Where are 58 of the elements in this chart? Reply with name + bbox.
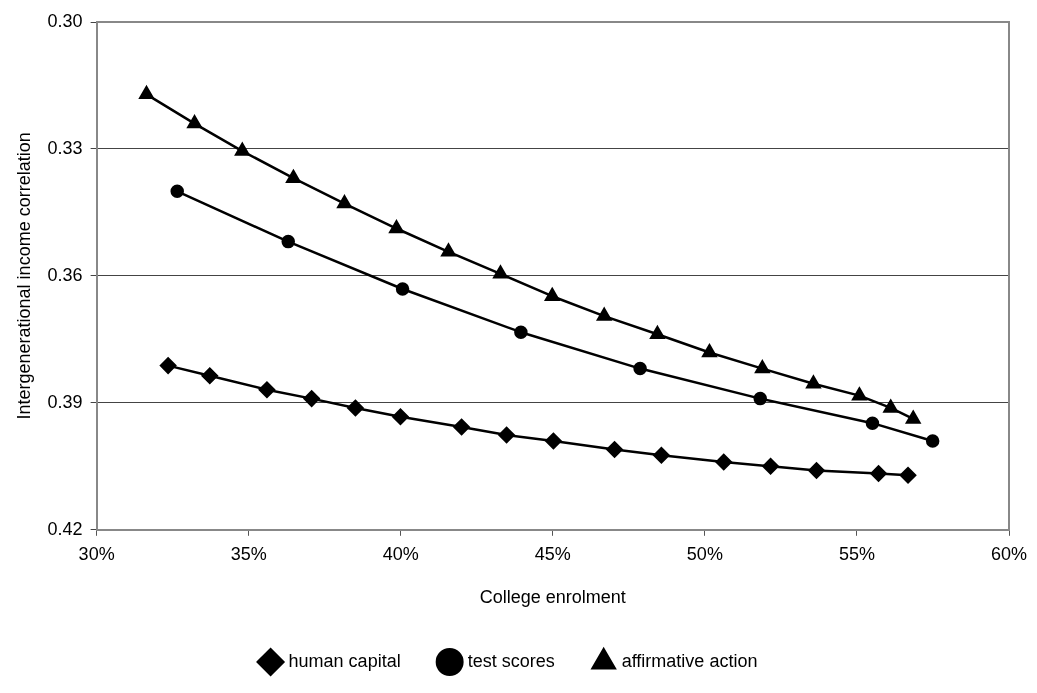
legend-label: human capital (288, 650, 401, 671)
point (347, 399, 364, 417)
point (303, 390, 320, 407)
point (762, 458, 779, 475)
point (395, 282, 410, 296)
point (899, 466, 917, 484)
x-tick-label: 35% (230, 543, 267, 564)
point (702, 344, 717, 358)
point (753, 391, 767, 406)
point (286, 169, 301, 183)
y-axis-title: Intergenerational income correlation (13, 132, 34, 420)
point (187, 115, 202, 129)
point (201, 367, 219, 385)
y-tick-label: 0.42 (47, 518, 83, 539)
y-tick-label: 0.30 (47, 10, 83, 31)
point (159, 357, 177, 374)
point (258, 381, 276, 398)
point (545, 432, 562, 450)
point (389, 220, 404, 234)
point (453, 418, 470, 436)
x-tick-label: 50% (686, 543, 723, 564)
legend-label: test scores (467, 650, 555, 671)
point (235, 142, 250, 156)
point (925, 434, 940, 448)
point (653, 447, 670, 464)
y-tick-label: 0.33 (47, 137, 83, 158)
point (337, 195, 352, 209)
point (281, 234, 295, 249)
point (606, 441, 623, 458)
point (650, 326, 665, 340)
legend-label: affirmative action (621, 650, 758, 671)
point (544, 287, 560, 301)
point (170, 184, 184, 199)
point (596, 307, 612, 321)
point (514, 325, 528, 339)
point (441, 243, 456, 257)
x-axis-title: College enrolment (479, 587, 626, 608)
point (806, 375, 821, 389)
point (715, 453, 732, 471)
point (883, 399, 899, 413)
point (498, 426, 515, 444)
point (139, 86, 154, 100)
y-tick-label: 0.36 (47, 264, 83, 285)
point (865, 416, 880, 430)
x-tick-label: 45% (534, 543, 571, 564)
y-tick-label: 0.39 (47, 391, 83, 412)
point (905, 410, 921, 424)
x-tick-label: 55% (838, 543, 875, 564)
point (633, 361, 647, 376)
x-tick-label: 40% (382, 543, 419, 564)
point (392, 408, 409, 426)
point (808, 462, 825, 479)
point (493, 265, 508, 279)
point (852, 387, 867, 401)
point (755, 360, 770, 374)
x-tick-label: 30% (78, 543, 115, 564)
point (870, 465, 887, 482)
x-tick-label: 60% (990, 543, 1028, 564)
